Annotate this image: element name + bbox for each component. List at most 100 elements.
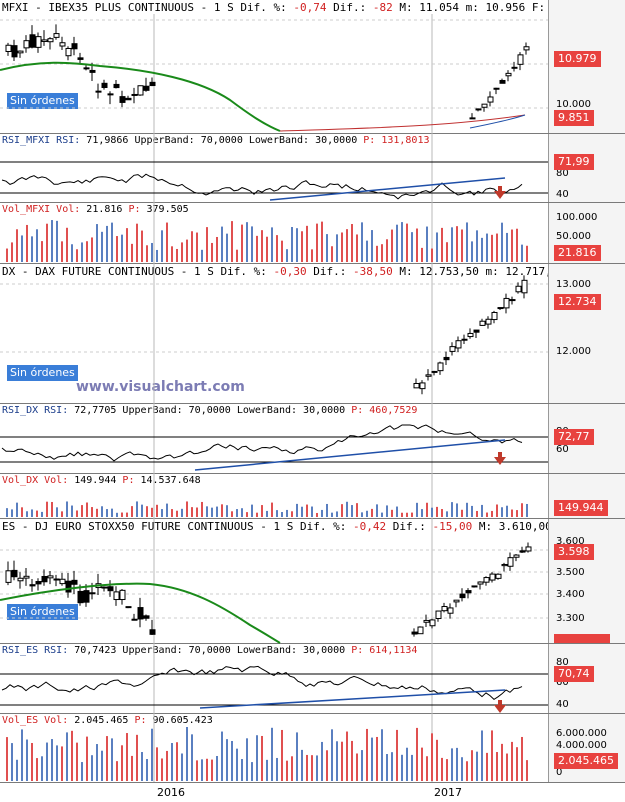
mfxi-sin-ordenes-button[interactable]: Sin órdenes — [7, 93, 78, 109]
vol-mfxi-bar — [36, 229, 38, 262]
vol-mfxi-bar — [296, 228, 298, 262]
es-tick-3600: 3.600 — [556, 536, 585, 547]
vol-es-bar — [206, 758, 208, 781]
vol-dx-bar — [211, 507, 213, 517]
vol-es-bar — [501, 743, 503, 781]
vol-mfxi-bar — [21, 235, 23, 262]
rsi-mfxi-panel[interactable]: RSI_MFXI RSI: 71,9866 UpperBand: 70,0000… — [0, 134, 625, 202]
vol-es-bar — [376, 736, 378, 781]
separator — [0, 713, 625, 714]
vol-es-panel[interactable]: Vol_ES Vol: 2.045.465 P: 90.605.423 6.00… — [0, 714, 625, 782]
vol-dx-bar — [346, 501, 348, 517]
es-candle — [83, 590, 90, 603]
vol-dx-bar — [61, 511, 63, 517]
vol-mfxi-bar — [381, 244, 383, 262]
vol-dx-bar — [201, 501, 203, 517]
separator — [0, 263, 625, 264]
es-candle — [501, 563, 508, 567]
rsi-dx-header: RSI_DX RSI: 72,7705 UpperBand: 70,0000 L… — [2, 405, 418, 416]
vol-dx-bar — [411, 512, 413, 517]
vol-es-bar — [421, 747, 423, 781]
mfxi-header: MFXI - IBEX35 PLUS CONTINUOUS - 1 S Dif.… — [2, 1, 546, 14]
vol-es-bar — [436, 739, 438, 781]
vol-es-bar — [526, 760, 528, 781]
vol-es-bar — [236, 748, 238, 781]
vol-dx-bar — [56, 507, 58, 517]
mfxi-candle — [59, 42, 66, 47]
es-sin-ordenes-button[interactable]: Sin órdenes — [7, 604, 78, 620]
mfxi-candle — [505, 72, 512, 77]
vol-dx-bar — [466, 502, 468, 517]
time-axis[interactable] — [0, 782, 625, 802]
dx-tick-13000: 13.000 — [556, 279, 591, 290]
vol-dx-bar — [221, 504, 223, 517]
separator — [0, 643, 625, 644]
vol-mfxi-bar — [156, 249, 158, 262]
vol-dx-bar — [291, 511, 293, 517]
vol-dx-panel[interactable]: Vol_DX Vol: 149.944 P: 14.537.648 149.94… — [0, 474, 625, 518]
mfxi-candle — [517, 54, 524, 65]
es-candle — [77, 590, 84, 604]
vol-dx-bar — [341, 504, 343, 517]
vol-mfxi-bar — [256, 235, 258, 262]
vol-dx-bar — [266, 510, 268, 517]
vol-dx-bar — [251, 504, 253, 517]
mfxi-candle — [41, 39, 48, 42]
mfxi-candle — [71, 43, 78, 50]
vol-mfxi-bar — [131, 243, 133, 262]
vol-es-header: Vol_ES Vol: 2.045.465 P: 90.605.423 — [2, 715, 213, 726]
vol-dx-bar — [241, 508, 243, 517]
separator — [0, 518, 625, 519]
vol-mfxi-bar — [201, 249, 203, 262]
vol-es-bar — [486, 752, 488, 781]
mfxi-candle — [83, 67, 90, 70]
vol-dx-bar — [521, 503, 523, 517]
vol-es-scale[interactable] — [548, 714, 625, 782]
rsi-es-badge: 70,74 — [554, 666, 594, 682]
vol-mfxi-bar — [376, 245, 378, 262]
vol-dx-bar — [396, 506, 398, 517]
vol-dx-bar — [6, 508, 8, 517]
vol-es-bar — [91, 755, 93, 781]
dx-candle — [437, 362, 444, 372]
vol-es-bar — [226, 739, 228, 781]
dx-sin-ordenes-button[interactable]: Sin órdenes — [7, 365, 78, 381]
vol-dx-bar — [111, 508, 113, 517]
vol-es-bar — [271, 727, 273, 781]
vol-es-bar — [6, 737, 8, 781]
vol-mfxi-bar — [266, 236, 268, 262]
vol-mfxi-bar — [311, 249, 313, 262]
vol-dx-bar — [331, 512, 333, 517]
vol-mfxi-bar — [431, 248, 433, 262]
mfxi-moving-average — [0, 61, 281, 132]
vol-mfxi-bar — [446, 242, 448, 262]
vol-mfxi-bar — [276, 235, 278, 262]
es-candle — [119, 589, 126, 601]
vol-dx-bar — [501, 507, 503, 517]
vol-mfxi-bar — [136, 223, 138, 262]
vol-mfxi-bar — [31, 236, 33, 262]
dx-price-scale[interactable] — [548, 264, 625, 403]
vol-mfxi-bar — [46, 223, 48, 262]
es-low-badge — [554, 634, 610, 643]
vol-dx-bar — [66, 501, 68, 517]
mfxi-candle — [137, 85, 144, 96]
vol-dx-bar — [41, 511, 43, 517]
es-candle — [513, 554, 520, 558]
mfxi-price-panel[interactable]: MFXI - IBEX35 PLUS CONTINUOUS - 1 S Dif.… — [0, 0, 625, 133]
vol-mfxi-bar — [41, 241, 43, 262]
rsi-dx-line — [1, 424, 523, 462]
es-price-scale[interactable] — [548, 519, 625, 643]
vol-mfxi-bar — [96, 224, 98, 262]
rsi-mfxi-trendline — [269, 177, 506, 201]
vol-mfxi-bar — [141, 230, 143, 262]
vol-mfxi-bar — [371, 230, 373, 262]
vol-es-bar — [61, 746, 63, 781]
es-price-panel[interactable]: ES - DJ EURO STOXX50 FUTURE CONTINUOUS -… — [0, 519, 625, 643]
vol-dx-bar — [76, 510, 78, 517]
dx-tick-12000: 12.000 — [556, 346, 591, 357]
rsi-es-signal-icon — [498, 700, 502, 705]
mfxi-candle — [493, 87, 500, 90]
vol-es-bar — [261, 735, 263, 781]
mfxi-candle — [125, 97, 132, 101]
